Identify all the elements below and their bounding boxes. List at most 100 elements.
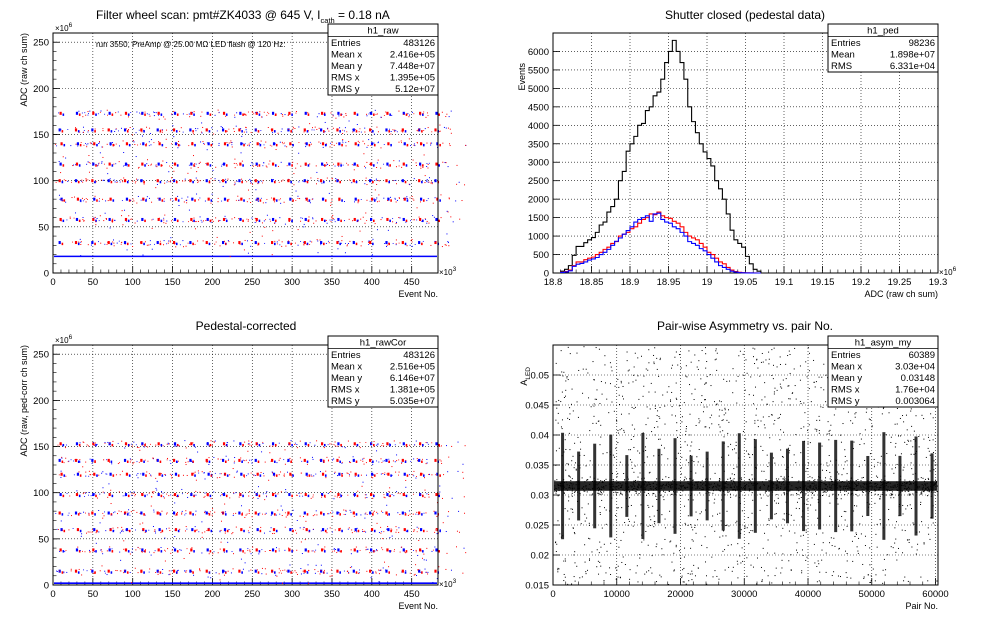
- data-dot: [185, 464, 187, 466]
- data-dot: [196, 179, 198, 181]
- data-dot: [277, 165, 279, 167]
- data-dot: [147, 159, 149, 161]
- data-dot: [166, 457, 168, 459]
- data-dot: [779, 363, 781, 365]
- data-dot: [85, 180, 87, 182]
- data-dot: [820, 387, 822, 389]
- data-dot: [100, 110, 102, 112]
- data-dot: [807, 429, 809, 431]
- data-block: [419, 472, 423, 476]
- data-dot: [764, 570, 766, 572]
- data-dot: [131, 551, 133, 553]
- data-dot: [119, 181, 121, 183]
- data-dot: [438, 493, 440, 495]
- data-dot: [163, 496, 165, 498]
- data-block: [320, 442, 324, 446]
- data-dot: [181, 510, 183, 512]
- data-dot: [571, 460, 573, 462]
- data-dot: [328, 192, 330, 194]
- data-dot: [391, 466, 393, 468]
- data-dot: [236, 471, 238, 473]
- data-dot: [360, 474, 362, 476]
- data-dot: [644, 462, 646, 464]
- data-dot: [192, 442, 194, 444]
- data-dot: [566, 376, 568, 378]
- data-dot: [787, 385, 789, 387]
- data-block: [242, 443, 244, 447]
- data-dot: [159, 240, 161, 242]
- data-dot: [195, 514, 197, 516]
- data-dot: [846, 576, 848, 578]
- data-block: [439, 529, 441, 533]
- data-dot: [103, 459, 105, 461]
- data-dot: [194, 526, 196, 528]
- data-dot: [701, 395, 703, 397]
- data-block: [127, 494, 130, 498]
- data-block: [128, 529, 131, 533]
- data-dot: [412, 513, 414, 515]
- data-dot: [273, 201, 275, 203]
- data-block: [257, 180, 260, 184]
- data-dot: [773, 393, 775, 395]
- data-dot: [688, 462, 690, 464]
- data-dot: [752, 454, 754, 456]
- data-dot: [599, 513, 601, 515]
- data-dot: [331, 144, 333, 146]
- data-dot: [252, 163, 254, 165]
- data-dot: [409, 184, 411, 186]
- data-dot: [362, 458, 364, 460]
- data-dot: [234, 114, 236, 116]
- data-dot: [101, 565, 103, 567]
- data-dot: [413, 144, 415, 146]
- data-block: [370, 217, 373, 221]
- data-dot: [278, 181, 280, 183]
- data-dot: [68, 512, 70, 514]
- data-dot: [846, 560, 848, 562]
- data-dot: [219, 476, 221, 478]
- data-dot: [910, 508, 912, 510]
- data-dot: [448, 197, 450, 199]
- data-dot: [623, 531, 625, 533]
- data-dot: [207, 495, 209, 497]
- data-block: [76, 472, 80, 476]
- data-dot: [416, 219, 418, 221]
- data-dot: [73, 460, 75, 462]
- data-dot: [126, 165, 128, 167]
- data-dot: [584, 520, 586, 522]
- data-dot: [815, 381, 817, 383]
- data-dot: [289, 457, 291, 459]
- data-dot: [681, 421, 683, 423]
- data-dot: [265, 202, 267, 204]
- data-dot: [119, 532, 121, 534]
- data-block: [156, 511, 159, 515]
- data-dot: [789, 372, 791, 374]
- data-dot: [311, 550, 313, 552]
- data-block: [271, 442, 275, 446]
- data-dot: [426, 530, 428, 532]
- data-dot: [88, 155, 90, 157]
- data-dot: [817, 517, 819, 519]
- data-dot: [877, 461, 879, 463]
- data-dot: [98, 143, 99, 144]
- data-block: [110, 460, 113, 463]
- data-dot: [781, 455, 783, 457]
- y-axis-label: ADC (raw ch sum): [19, 33, 29, 107]
- data-dot: [194, 446, 196, 448]
- data-dot: [404, 551, 406, 553]
- data-dot: [921, 521, 923, 523]
- data-dot: [106, 244, 108, 245]
- data-block: [337, 548, 340, 552]
- data-dot: [808, 388, 810, 390]
- data-dot: [563, 580, 565, 582]
- data-dot: [864, 535, 866, 537]
- data-dot: [738, 355, 740, 357]
- data-dot: [95, 532, 97, 534]
- data-block: [403, 197, 406, 201]
- data-dot: [627, 370, 629, 372]
- data-dot: [747, 453, 749, 455]
- data-dot: [935, 479, 937, 481]
- data-block: [61, 513, 64, 516]
- data-block: [274, 460, 276, 463]
- data-dot: [779, 439, 781, 441]
- data-dot: [195, 494, 197, 496]
